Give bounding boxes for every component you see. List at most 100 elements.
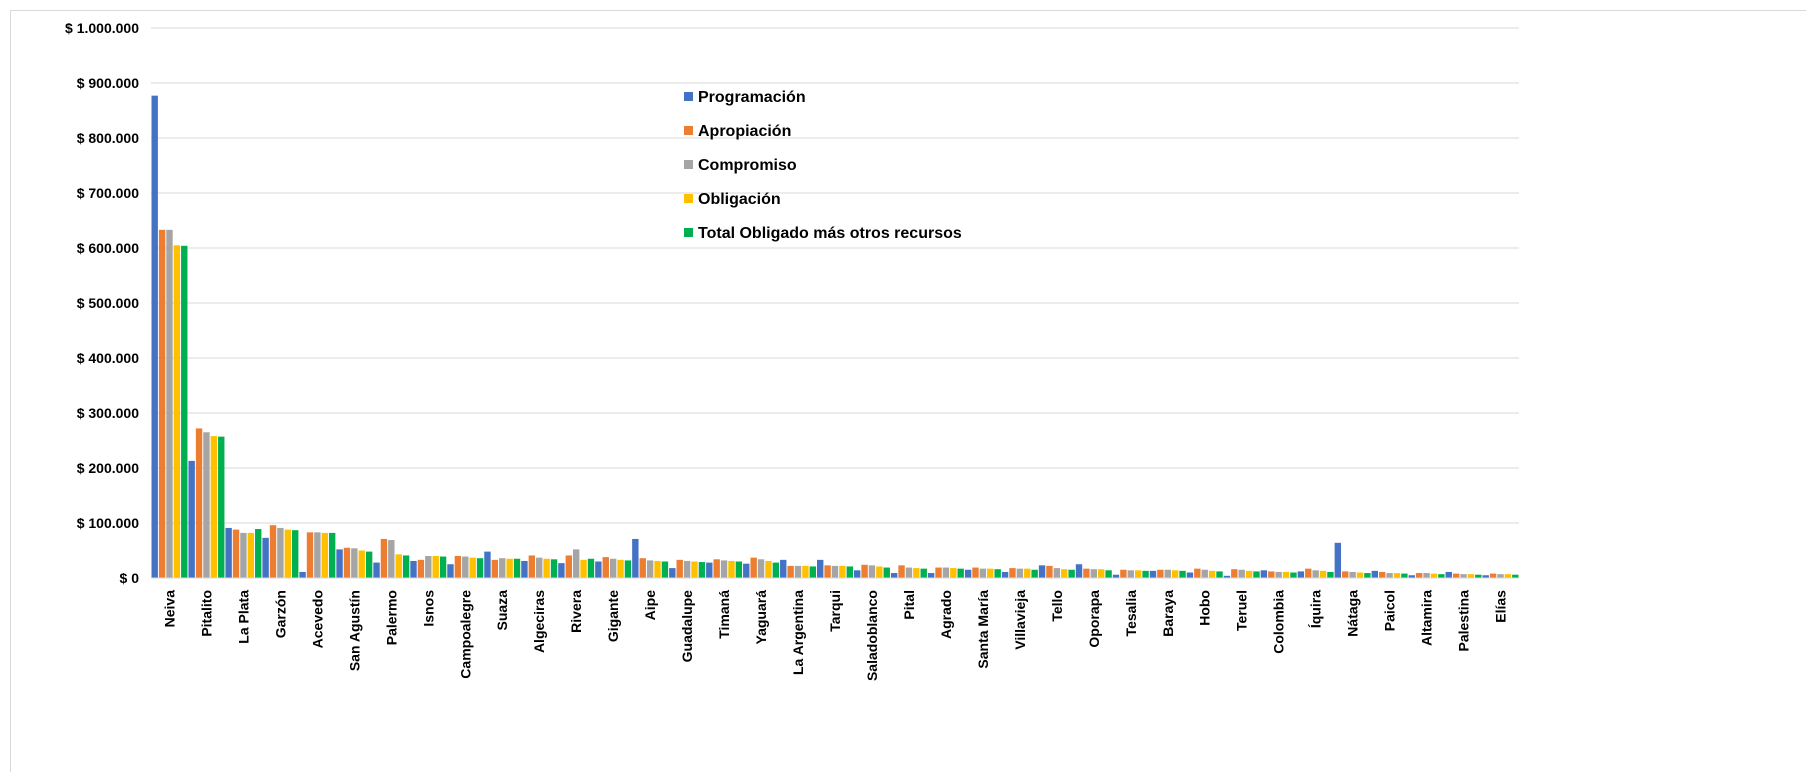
series-3-bars — [173, 245, 1512, 578]
bar — [1371, 570, 1379, 578]
bar — [1164, 569, 1171, 578]
bar — [491, 559, 499, 578]
bar — [232, 529, 240, 578]
x-tick-label: Paicol — [1382, 590, 1398, 631]
bar — [972, 567, 979, 578]
bar — [646, 560, 654, 578]
legend-swatch — [684, 160, 693, 169]
bar — [1467, 574, 1475, 578]
bar — [942, 567, 950, 578]
bar — [861, 564, 868, 578]
bar — [158, 229, 166, 578]
bar — [765, 560, 772, 578]
y-tick-label: $ 600.000 — [77, 240, 139, 256]
legend-label: Obligación — [698, 191, 781, 208]
chart-frame: $ 0 $ 100.000 $ 200.000 $ 300.000 $ 400.000 $… — [10, 10, 1806, 772]
bar — [365, 551, 373, 578]
bar — [1393, 573, 1401, 578]
bar — [173, 245, 181, 578]
bar — [210, 436, 218, 578]
bar — [617, 559, 624, 578]
bar — [395, 554, 402, 578]
bar — [343, 547, 351, 578]
bar — [439, 556, 447, 578]
bar — [558, 563, 565, 578]
bar — [299, 571, 306, 578]
x-tick-label: Isnos — [420, 590, 436, 627]
y-tick-label: $ 200.000 — [77, 460, 139, 476]
bar — [691, 561, 698, 578]
bar — [1208, 570, 1216, 578]
legend-label: Apropiación — [698, 123, 791, 140]
x-tick-label: Aipe — [642, 590, 658, 621]
x-tick-label: Teruel — [1234, 590, 1250, 631]
x-tick-label: Suaza — [494, 590, 510, 631]
bar — [964, 569, 972, 578]
bar — [188, 460, 195, 578]
bar — [1157, 569, 1164, 578]
bar — [255, 529, 262, 578]
bar — [1046, 565, 1053, 578]
bar — [1452, 573, 1460, 578]
bar — [1223, 575, 1231, 578]
bar — [1415, 573, 1423, 578]
x-tick-label: Algeciras — [531, 590, 547, 653]
bar — [1149, 570, 1157, 578]
bar — [876, 566, 883, 578]
bar — [1408, 575, 1415, 578]
x-tick-label: Yaguará — [753, 590, 769, 645]
y-tick-label: $ 900.000 — [77, 75, 139, 91]
bar — [1083, 568, 1090, 578]
bar — [720, 560, 728, 578]
bar — [402, 555, 410, 578]
bar — [151, 95, 158, 579]
y-tick-label: $ 0 — [120, 570, 140, 586]
series-0-bars — [151, 95, 1489, 579]
bar — [1009, 568, 1016, 578]
bar — [1216, 571, 1223, 578]
bar — [1268, 571, 1275, 578]
bar — [195, 428, 203, 578]
bar — [351, 548, 358, 578]
x-tick-label: Santa María — [975, 590, 991, 669]
y-tick-label: $ 300.000 — [77, 405, 139, 421]
bar — [1142, 570, 1149, 578]
bar — [750, 557, 757, 578]
legend-swatch — [684, 126, 693, 135]
bar — [1186, 572, 1194, 578]
bar — [1305, 568, 1312, 578]
bar — [654, 560, 661, 578]
legend-swatch — [684, 92, 693, 101]
bar — [890, 573, 898, 578]
bar — [853, 570, 861, 578]
y-tick-label: $ 700.000 — [77, 185, 139, 201]
bar — [425, 556, 432, 578]
bar — [883, 567, 890, 578]
y-tick-label: $ 1.000.000 — [65, 20, 139, 36]
x-tick-label: Campoalegre — [457, 590, 473, 679]
x-tick-label: San Agustín — [346, 590, 362, 671]
x-tick-label: Baraya — [1160, 590, 1176, 637]
bar — [580, 559, 587, 578]
bar — [757, 559, 765, 578]
bar — [284, 529, 291, 578]
bar — [927, 573, 935, 578]
x-tick-label: Rivera — [568, 590, 584, 633]
bar — [336, 549, 343, 578]
x-tick-label: Saladoblanco — [864, 590, 880, 681]
bar — [1260, 570, 1268, 578]
bar — [447, 564, 454, 578]
bar — [380, 538, 388, 578]
bar — [1497, 574, 1504, 578]
bar — [728, 560, 735, 578]
bar — [639, 558, 646, 578]
bar — [469, 557, 476, 578]
bar — [632, 538, 639, 578]
bar — [609, 558, 617, 578]
bar — [476, 558, 484, 578]
bar — [1342, 571, 1349, 578]
x-tick-label: Pital — [901, 590, 917, 620]
x-tick-label: Altamira — [1419, 590, 1435, 646]
bar — [898, 565, 905, 578]
bar — [1127, 570, 1134, 578]
